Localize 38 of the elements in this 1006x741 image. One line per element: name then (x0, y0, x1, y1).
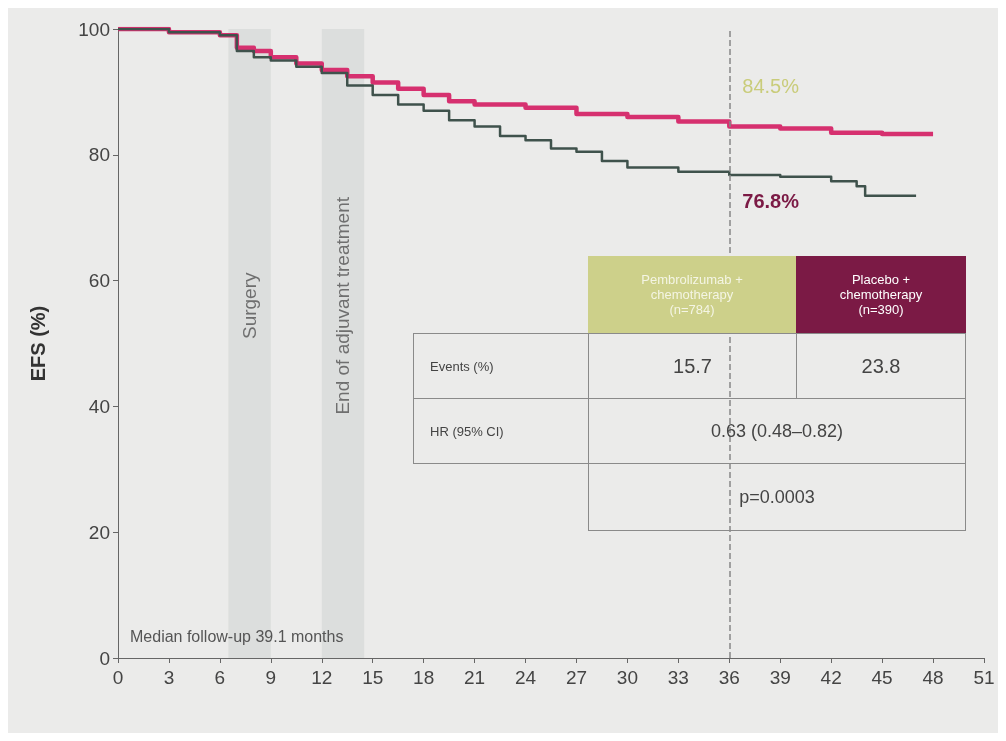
x-tick-label: 45 (871, 667, 893, 688)
annotation: 76.8% (742, 189, 800, 212)
annotation: Events (%) (413, 333, 589, 399)
annotation: 84.5% (742, 75, 800, 98)
x-tick-label: 12 (311, 667, 333, 688)
x-tick-label: 3 (163, 667, 175, 688)
table-header-cell: Pembrolizumab + chemotherapy (n=784) (588, 256, 796, 333)
band-label: Surgery (239, 272, 261, 340)
annotation: 15.7 (588, 333, 797, 399)
y-tick-label: 0 (99, 647, 110, 669)
annotation: Median follow-up 39.1 months (130, 628, 344, 646)
x-tick-label: 36 (718, 667, 740, 688)
y-tick-label: 100 (78, 18, 110, 40)
x-tick-label: 39 (769, 667, 791, 688)
annotation: 0.63 (0.48–0.82) (588, 398, 966, 464)
x-tick-label: 21 (464, 667, 486, 688)
band-label: End of adjuvant treatment (332, 196, 354, 415)
y-tick-label: 20 (88, 521, 110, 543)
x-tick-label: 0 (112, 667, 124, 688)
x-tick-label: 9 (265, 667, 277, 688)
y-tick-label: 40 (88, 395, 110, 417)
x-tick-label: 51 (973, 667, 995, 688)
annotation: p=0.0003 (588, 463, 966, 531)
annotation: 23.8 (796, 333, 966, 399)
x-tick-label: 15 (362, 667, 384, 688)
x-tick-label: 27 (565, 667, 588, 688)
y-tick-label: 80 (88, 144, 110, 166)
x-tick-label: 6 (214, 667, 226, 688)
y-tick-label: 60 (88, 270, 110, 292)
table-header-cell: Placebo + chemotherapy (n=390) (796, 256, 966, 333)
x-tick-label: 24 (514, 667, 537, 688)
y-axis-title: EFS (%) (27, 305, 49, 382)
annotation: HR (95% CI) (413, 398, 589, 464)
x-tick-label: 30 (616, 667, 638, 688)
x-tick-label: 48 (922, 667, 944, 688)
x-tick-label: 33 (667, 667, 689, 688)
x-tick-label: 18 (413, 667, 435, 688)
x-tick-label: 42 (820, 667, 842, 688)
